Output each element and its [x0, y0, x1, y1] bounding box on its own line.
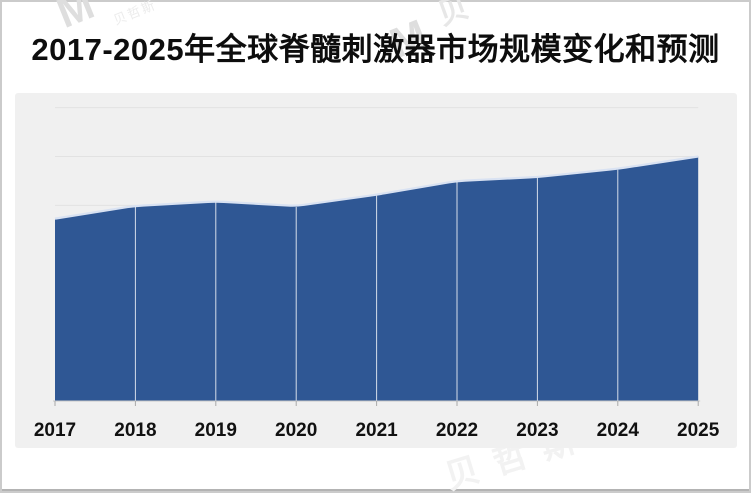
x-axis-label: 2017 — [33, 420, 77, 441]
x-axis-label: 2021 — [355, 420, 398, 441]
x-axis-label: 2025 — [677, 420, 720, 441]
x-axis-label: 2024 — [596, 420, 639, 441]
x-axis-label: 2022 — [435, 420, 479, 441]
area-edge-highlight — [54, 155, 699, 220]
x-axis-label: 2023 — [516, 420, 559, 441]
chart-title: 2017-2025年全球脊髓刺激器市场规模变化和预测 — [31, 32, 720, 67]
x-axis-label: 2018 — [114, 420, 157, 441]
x-axis-label: 2020 — [275, 420, 318, 441]
x-axis-label: 2019 — [194, 420, 237, 441]
